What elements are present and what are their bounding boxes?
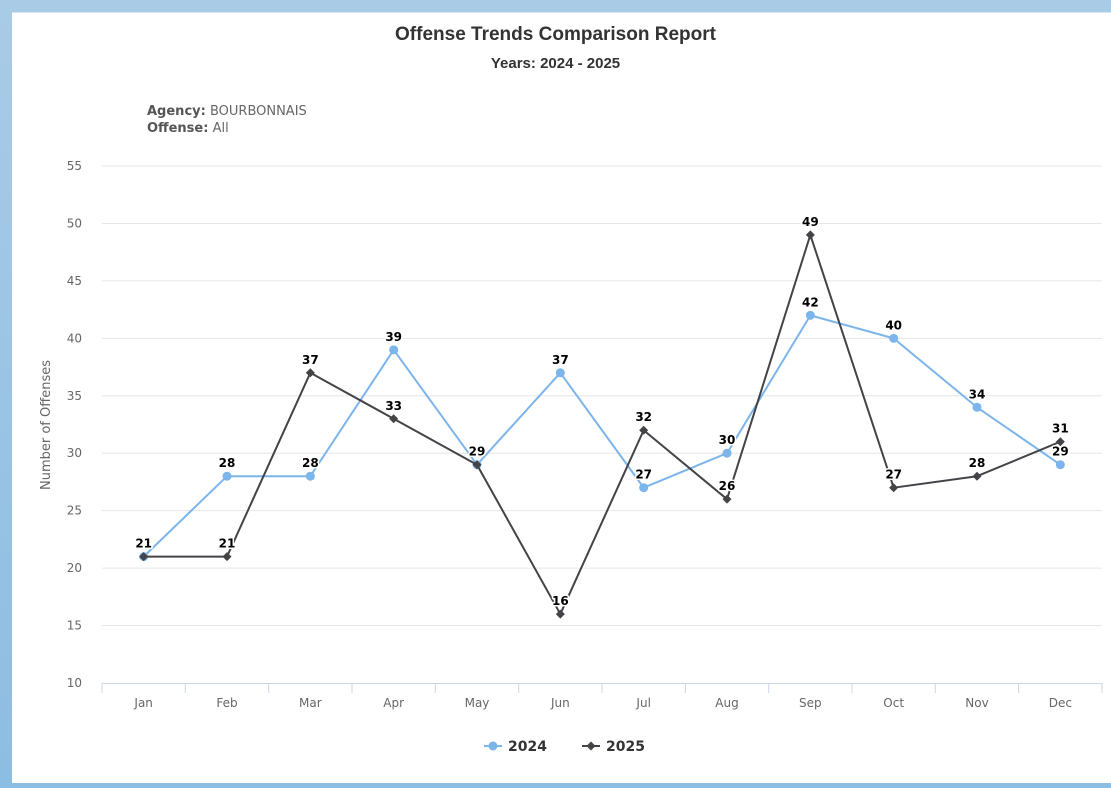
y-tick-label: 55: [67, 159, 82, 173]
x-tick-label: Oct: [883, 696, 904, 710]
data-label-2024: 29: [469, 445, 486, 459]
marker-2024: [555, 368, 565, 378]
x-tick-label: Aug: [715, 696, 738, 710]
data-label-2025: 33: [385, 399, 402, 413]
marker-2025: [555, 609, 565, 619]
x-tick-label: Nov: [965, 696, 988, 710]
x-tick-label: May: [465, 696, 490, 710]
offense-value: All: [212, 121, 229, 136]
x-tick-label: Dec: [1049, 696, 1072, 710]
agency-label: Agency:: [147, 104, 206, 119]
data-label-2024: 28: [219, 456, 236, 470]
marker-2024: [305, 471, 315, 481]
y-tick-label: 25: [67, 504, 82, 518]
legend-item-2025[interactable]: 2025: [582, 739, 645, 755]
marker-2025: [1055, 437, 1065, 447]
x-tick-label: Jun: [550, 696, 570, 710]
marker-2024: [389, 345, 399, 355]
marker-2024: [889, 333, 899, 343]
data-label-2025: 27: [885, 468, 902, 482]
x-tick-label: Sep: [799, 696, 822, 710]
series-lines: [139, 230, 1065, 619]
data-label-2024: 34: [969, 387, 986, 401]
data-label-2025: 49: [802, 215, 819, 229]
legend-item-2024[interactable]: 2024: [484, 739, 547, 755]
data-label-2025: 21: [135, 537, 152, 551]
data-label-2024: 30: [719, 433, 736, 447]
agency-value: BOURBONNAIS: [209, 104, 307, 119]
y-tick-label: 40: [67, 331, 82, 345]
marker-2025: [305, 368, 315, 378]
marker-2025: [389, 414, 399, 424]
report-title: Offense Trends Comparison Report: [395, 24, 716, 45]
data-label-2025: 37: [302, 353, 319, 367]
data-label-2025: 21: [219, 537, 236, 551]
axes: 10 15 20 25 30 35 40 45 50 55 Jan Feb Mar Apr May Jun Ju…: [67, 159, 1103, 710]
y-axis-title: Number of Offenses: [39, 360, 54, 490]
legend[interactable]: 2024 2025: [484, 739, 645, 755]
data-label-2024: 27: [635, 468, 652, 482]
data-label-2024: 39: [385, 330, 402, 344]
data-label-2024: 21: [135, 537, 152, 551]
x-tick-label: Feb: [216, 696, 237, 710]
data-label-2024: 29: [1052, 445, 1069, 459]
series-line-2025: [143, 233, 1061, 616]
agency-line: Agency: BOURBONNAIS: [147, 103, 307, 120]
offense-label: Offense:: [147, 121, 209, 136]
legend-label-2025: 2025: [606, 739, 645, 755]
x-tick-label: Apr: [383, 696, 404, 710]
data-label-2024: 42: [802, 295, 819, 309]
marker-2024: [639, 483, 649, 493]
marker-2025: [805, 230, 815, 240]
y-tick-label: 10: [67, 676, 82, 690]
data-label-2024: 28: [302, 456, 319, 470]
legend-label-2024: 2024: [508, 739, 547, 755]
y-tick-label: 30: [67, 446, 82, 460]
marker-2025: [639, 425, 649, 435]
x-tick-label: Mar: [299, 696, 322, 710]
marker-2024: [222, 471, 232, 481]
marker-2024: [1055, 460, 1065, 470]
report-panel: [12, 12, 1111, 783]
grid-lines: [102, 165, 1102, 627]
data-label-2025: 32: [635, 410, 652, 424]
data-label-2025: 29: [469, 445, 486, 459]
marker-2024: [805, 310, 815, 320]
series-line-2024: [142, 314, 1061, 558]
y-tick-label: 45: [67, 274, 82, 288]
marker-2025: [222, 552, 232, 562]
y-tick-label: 20: [67, 561, 82, 575]
marker-2025: [972, 471, 982, 481]
y-tick-label: 35: [67, 389, 82, 403]
data-label-2024: 40: [885, 318, 902, 332]
marker-2024: [972, 402, 982, 412]
marker-2025: [722, 494, 732, 504]
data-label-2024: 37: [552, 353, 569, 367]
legend-marker-2024: [488, 741, 498, 751]
report-meta: Agency: BOURBONNAIS Offense: All: [147, 103, 307, 137]
y-tick-label: 15: [67, 619, 82, 633]
marker-2025: [889, 483, 899, 493]
marker-2024: [722, 448, 732, 458]
y-tick-label: 50: [67, 216, 82, 230]
x-tick-label: Jan: [133, 696, 153, 710]
data-label-2025: 16: [552, 594, 569, 608]
data-label-2025: 31: [1052, 422, 1069, 436]
x-tick-label: Jul: [635, 696, 650, 710]
legend-marker-2025: [586, 741, 596, 751]
data-label-2025: 28: [969, 456, 986, 470]
marker-2025: [139, 552, 149, 562]
marker-2025: [472, 460, 482, 470]
data-label-2025: 26: [719, 479, 736, 493]
offense-line: Offense: All: [147, 120, 307, 137]
report-subtitle: Years: 2024 - 2025: [490, 55, 621, 72]
